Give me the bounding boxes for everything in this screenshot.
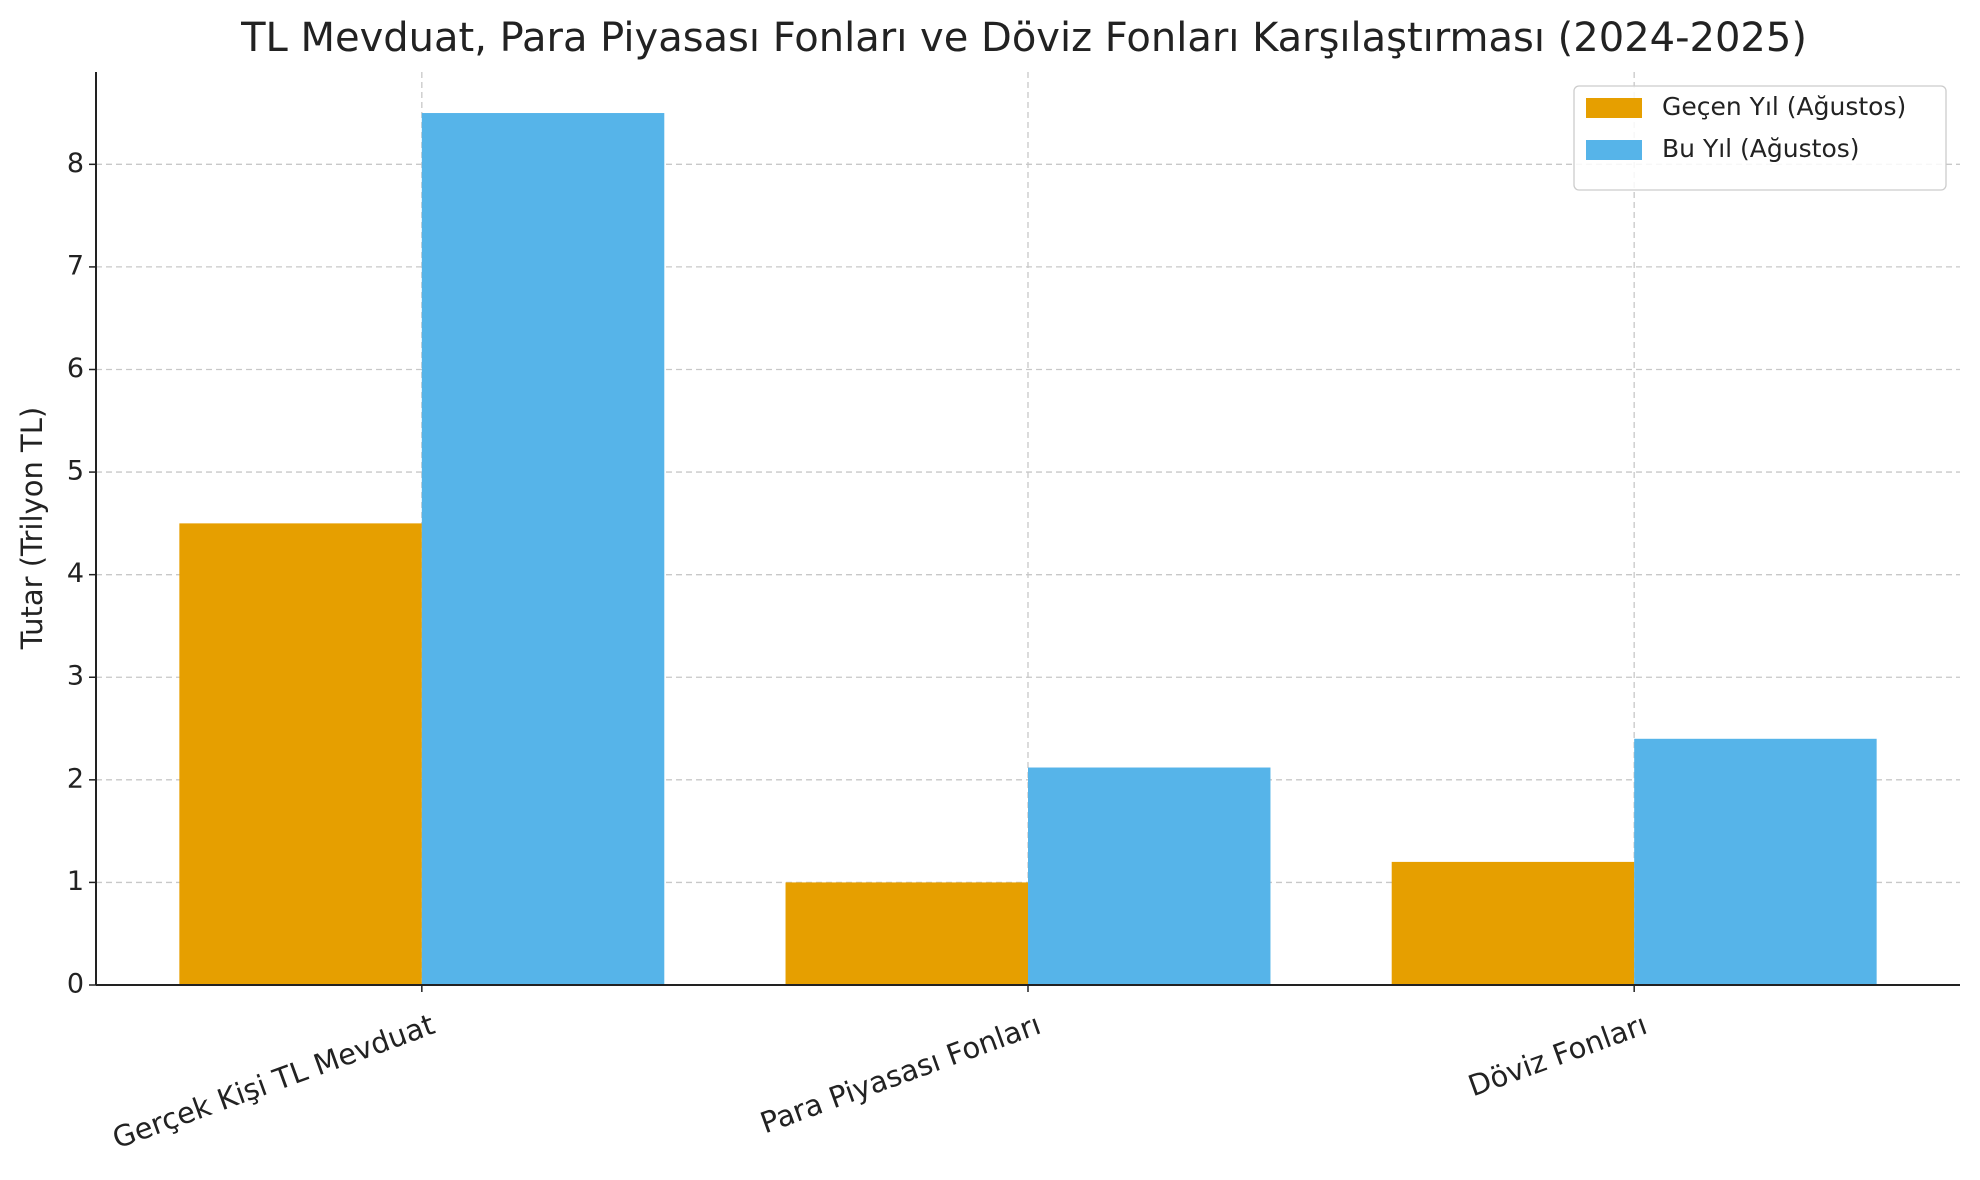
y-tick-label: 2 [67, 763, 84, 794]
legend-label: Geçen Yıl (Ağustos) [1662, 92, 1906, 121]
y-tick-label: 5 [67, 456, 84, 487]
legend-swatch [1586, 140, 1642, 160]
bar [421, 113, 665, 986]
y-tick-label: 4 [67, 558, 84, 589]
bar [1391, 861, 1635, 985]
legend-swatch [1586, 98, 1642, 118]
y-tick-label: 7 [67, 250, 84, 281]
bar [1634, 738, 1877, 985]
x-tick-label: Döviz Fonları [1464, 1007, 1652, 1103]
legend-box [1573, 85, 1947, 191]
legend-label: Bu Yıl (Ağustos) [1662, 134, 1860, 163]
y-tick-label: 1 [67, 866, 84, 897]
chart-title: TL Mevduat, Para Piyasası Fonları ve Döv… [240, 15, 1807, 61]
bar [1028, 767, 1271, 985]
y-tick-label: 8 [67, 148, 84, 179]
bar [179, 523, 422, 985]
y-axis-label: Tutar (Trilyon TL) [15, 407, 49, 650]
y-tick-label: 3 [67, 661, 84, 692]
y-tick-label: 0 [67, 969, 84, 1000]
x-tick-label: Para Piyasası Fonları [756, 1007, 1045, 1140]
y-tick-label: 6 [67, 353, 84, 384]
bar [785, 882, 1028, 985]
x-tick-label: Gerçek Kişi TL Mevduat [108, 1007, 439, 1155]
